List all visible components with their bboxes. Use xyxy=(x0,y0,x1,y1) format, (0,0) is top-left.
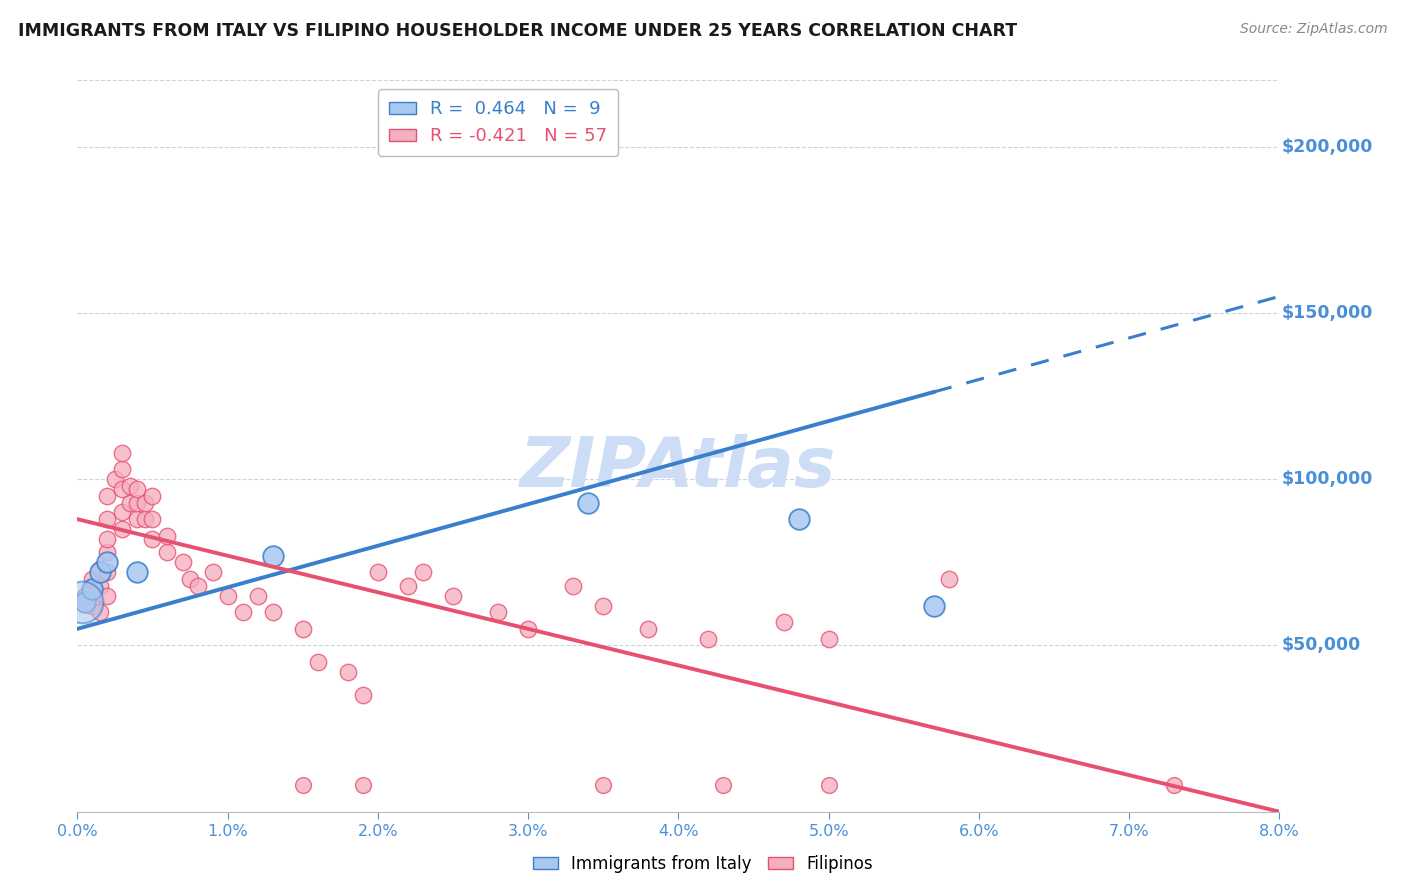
Point xyxy=(127,512,149,526)
Point xyxy=(291,778,314,792)
Text: $100,000: $100,000 xyxy=(1282,470,1374,488)
Point xyxy=(89,566,111,580)
Point xyxy=(922,599,945,613)
Point xyxy=(111,462,134,476)
Point xyxy=(486,605,509,619)
Point xyxy=(134,495,156,509)
Point xyxy=(141,489,163,503)
Legend: Immigrants from Italy, Filipinos: Immigrants from Italy, Filipinos xyxy=(526,848,880,880)
Point xyxy=(576,495,599,509)
Point xyxy=(70,595,93,609)
Point xyxy=(127,566,149,580)
Point xyxy=(201,566,224,580)
Point xyxy=(697,632,720,646)
Text: $50,000: $50,000 xyxy=(1282,637,1361,655)
Point xyxy=(141,512,163,526)
Point xyxy=(96,489,118,503)
Point xyxy=(592,778,614,792)
Point xyxy=(367,566,389,580)
Point xyxy=(352,689,374,703)
Point xyxy=(134,512,156,526)
Point xyxy=(89,579,111,593)
Text: IMMIGRANTS FROM ITALY VS FILIPINO HOUSEHOLDER INCOME UNDER 25 YEARS CORRELATION : IMMIGRANTS FROM ITALY VS FILIPINO HOUSEH… xyxy=(18,22,1018,40)
Text: Source: ZipAtlas.com: Source: ZipAtlas.com xyxy=(1240,22,1388,37)
Point xyxy=(817,778,839,792)
Point xyxy=(73,595,96,609)
Point xyxy=(127,495,149,509)
Point xyxy=(713,778,735,792)
Point xyxy=(96,566,118,580)
Point xyxy=(262,605,284,619)
Point xyxy=(156,545,179,559)
Point xyxy=(817,632,839,646)
Point xyxy=(96,589,118,603)
Text: ZIPAtlas: ZIPAtlas xyxy=(520,434,837,501)
Point xyxy=(562,579,585,593)
Point xyxy=(82,572,104,586)
Point xyxy=(307,655,329,669)
Point xyxy=(82,582,104,596)
Point xyxy=(186,579,209,593)
Point xyxy=(412,566,434,580)
Text: $150,000: $150,000 xyxy=(1282,304,1374,322)
Point xyxy=(156,529,179,543)
Point xyxy=(262,549,284,563)
Point xyxy=(517,622,540,636)
Point xyxy=(246,589,269,603)
Point xyxy=(96,555,118,569)
Point xyxy=(441,589,464,603)
Point xyxy=(73,589,96,603)
Point xyxy=(111,522,134,536)
Point xyxy=(352,778,374,792)
Point xyxy=(772,615,794,630)
Point xyxy=(141,532,163,546)
Point xyxy=(291,622,314,636)
Point xyxy=(70,595,93,609)
Point xyxy=(217,589,239,603)
Point xyxy=(179,572,201,586)
Point xyxy=(637,622,659,636)
Point xyxy=(82,582,104,596)
Point xyxy=(118,495,141,509)
Point xyxy=(104,472,127,486)
Point xyxy=(82,599,104,613)
Point xyxy=(396,579,419,593)
Point xyxy=(1163,778,1185,792)
Point xyxy=(172,555,194,569)
Point xyxy=(89,605,111,619)
Point xyxy=(96,545,118,559)
Point xyxy=(787,512,810,526)
Point xyxy=(111,445,134,459)
Point xyxy=(938,572,960,586)
Point xyxy=(232,605,254,619)
Point xyxy=(336,665,359,679)
Point xyxy=(111,482,134,496)
Point xyxy=(111,506,134,520)
Legend: R =  0.464   N =  9, R = -0.421   N = 57: R = 0.464 N = 9, R = -0.421 N = 57 xyxy=(378,89,619,156)
Point xyxy=(96,532,118,546)
Point xyxy=(96,512,118,526)
Point xyxy=(127,482,149,496)
Point xyxy=(118,479,141,493)
Point xyxy=(89,562,111,576)
Point xyxy=(592,599,614,613)
Text: $200,000: $200,000 xyxy=(1282,137,1374,156)
